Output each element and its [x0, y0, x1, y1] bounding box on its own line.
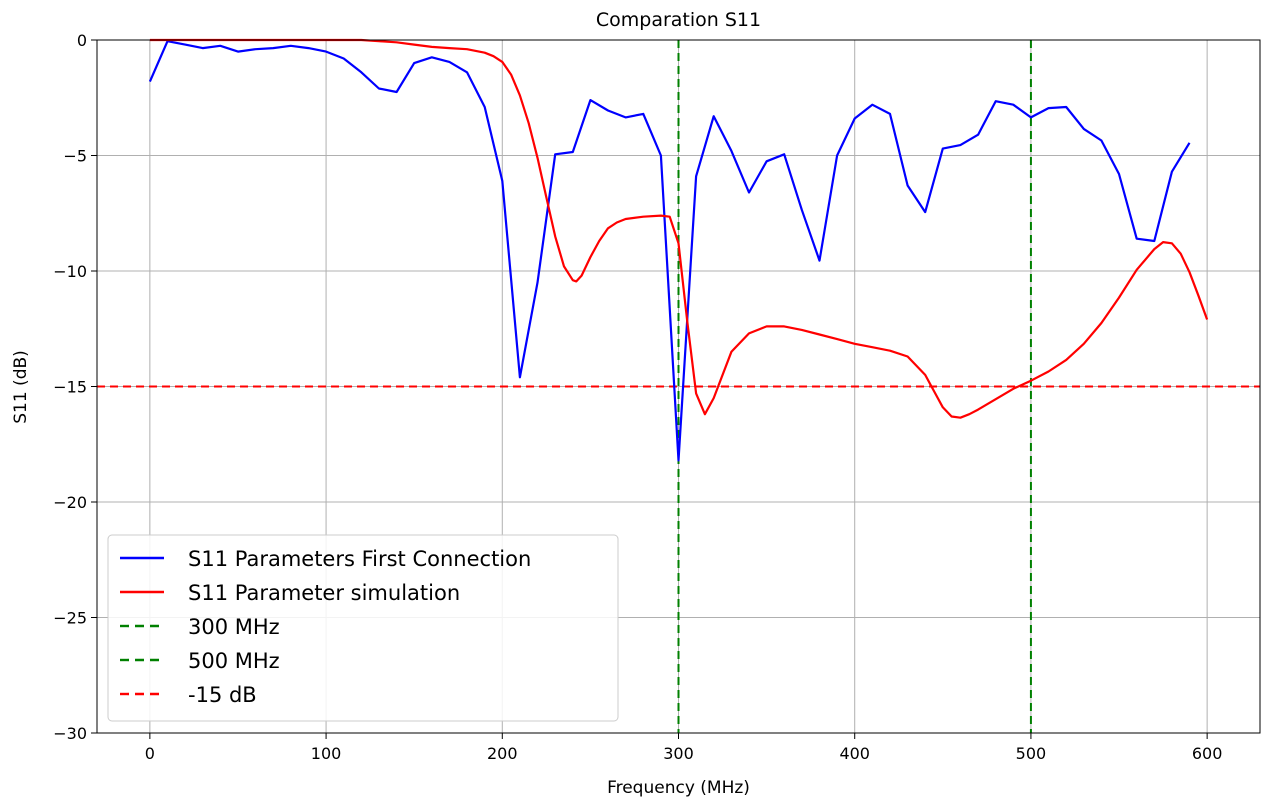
y-tick-label: −10 [53, 262, 87, 281]
legend-entry-label: 300 MHz [188, 615, 280, 639]
x-tick-label: 500 [1016, 744, 1047, 763]
y-tick-label: −25 [53, 609, 87, 628]
series-line-1 [148, 40, 1191, 462]
y-axis-label: S11 (dB) [11, 350, 31, 424]
x-tick-label: 100 [311, 744, 342, 763]
y-tick-label: −5 [63, 147, 87, 166]
legend-box [107, 534, 619, 722]
legend-entry-label: -15 dB [188, 683, 257, 707]
y-tick-label: −15 [53, 378, 87, 397]
x-tick-label: 400 [839, 744, 870, 763]
x-tick-label: 600 [1192, 744, 1223, 763]
axis-ticks: 0 100 200 300 400 500 600 0 −5 −10 −15 −20 −25 −30 [53, 31, 1222, 763]
x-tick-label: 300 [663, 744, 694, 763]
x-tick-label: 200 [487, 744, 518, 763]
series-line-2 [149, 38, 1209, 419]
y-tick-label: −30 [53, 724, 87, 743]
legend-entry-label: 500 MHz [188, 649, 280, 673]
x-axis-label: Frequency (MHz) [607, 778, 750, 798]
reference-lines [97, 40, 1260, 733]
legend: S11 Parameters First Connection S11 Param… [107, 534, 619, 722]
legend-entry-label: S11 Parameter simulation [188, 581, 460, 605]
x-tick-label: 0 [145, 744, 155, 763]
legend-entry-label: S11 Parameters First Connection [188, 547, 531, 571]
y-tick-label: −20 [53, 493, 87, 512]
series-lines [148, 38, 1209, 462]
y-tick-label: 0 [77, 31, 87, 50]
chart-title: Comparation S11 [596, 9, 761, 31]
